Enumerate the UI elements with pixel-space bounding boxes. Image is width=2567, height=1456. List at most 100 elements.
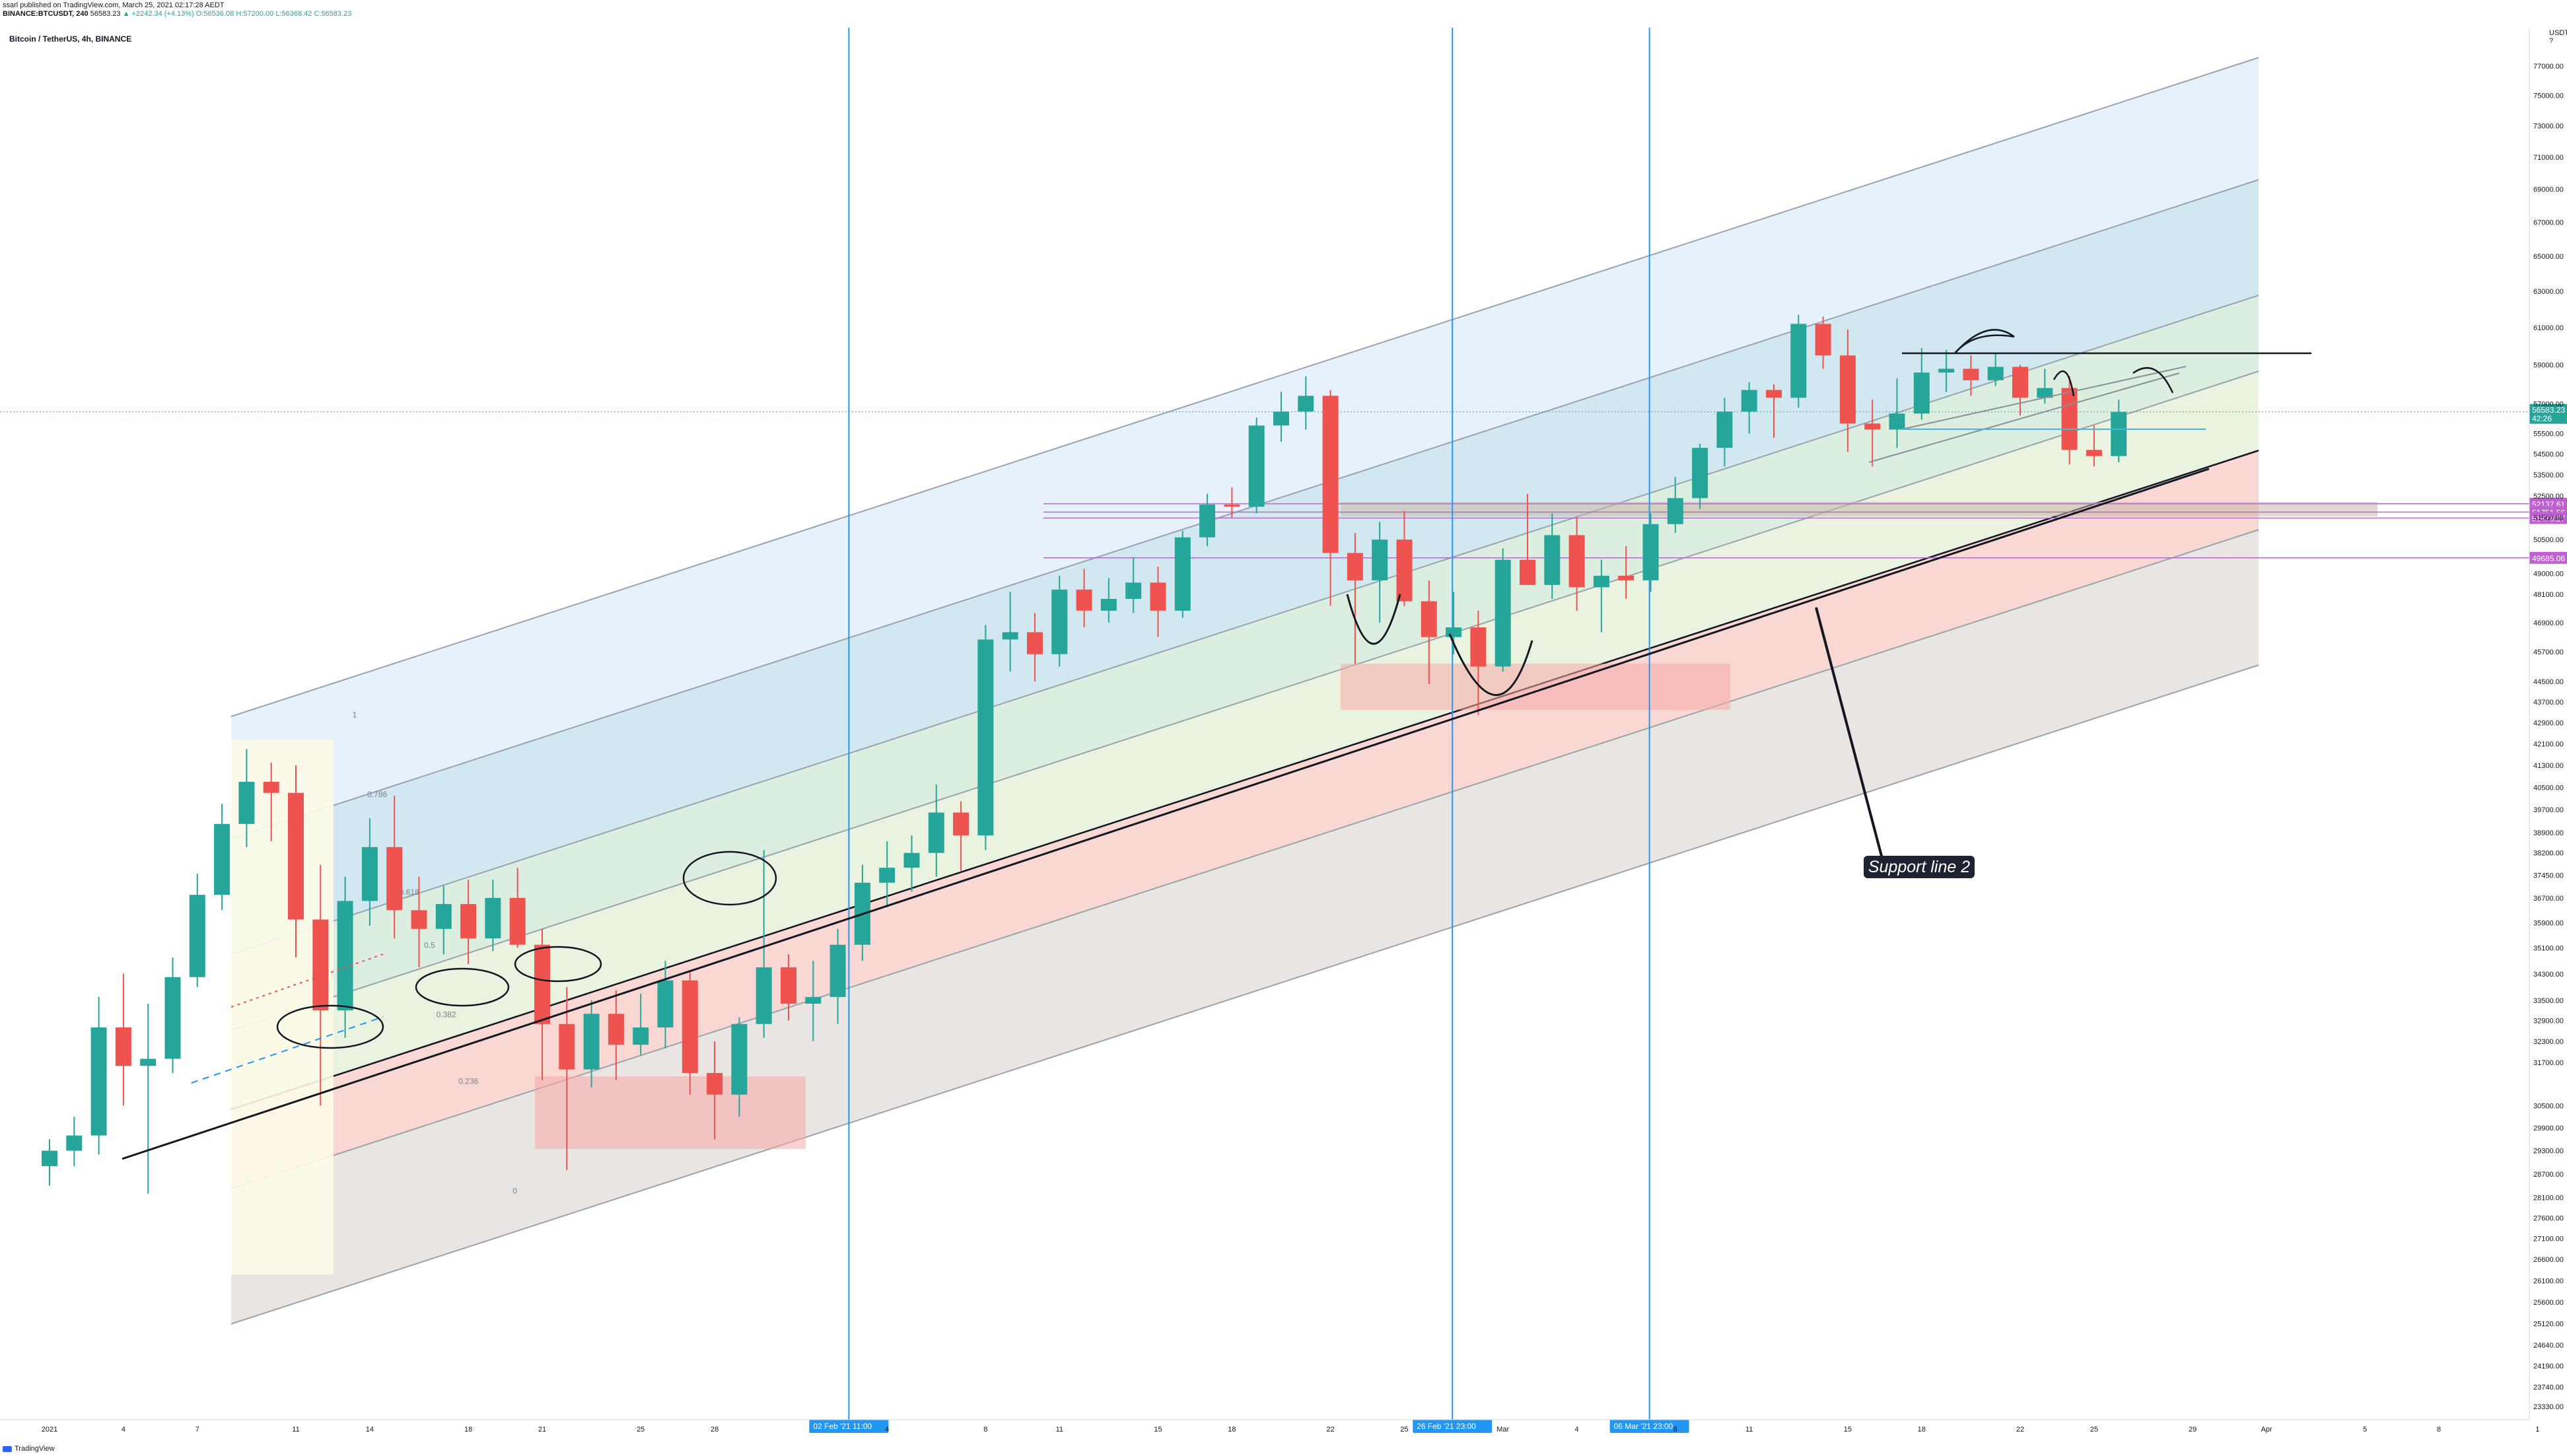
support-line-callout[interactable]: Support line 2: [1864, 856, 1975, 878]
price-tick-label: 27600.00: [2533, 1214, 2564, 1222]
currency-label[interactable]: USDT ?: [2549, 29, 2567, 45]
trend-line[interactable]: [122, 468, 2210, 1160]
vertical-line-tag: [1413, 1420, 1493, 1433]
candle: [140, 1003, 157, 1194]
level-tag: [2529, 551, 2567, 564]
vertical-line-label: 02 Feb '21 11:00: [813, 1422, 872, 1431]
candle-body: [1051, 589, 1068, 654]
candle-body: [1076, 589, 1092, 611]
price-tick-label: 34300.00: [2533, 971, 2564, 979]
candle-body: [977, 639, 994, 836]
highlight-ellipse[interactable]: [514, 946, 602, 983]
fib-label: 0.236: [458, 1076, 478, 1086]
time-tick-label: 25: [1400, 1426, 1408, 1434]
rising-line[interactable]: [1868, 372, 2180, 463]
candle-body: [2061, 388, 2078, 450]
candle-body: [386, 847, 403, 911]
candle: [1273, 392, 1289, 442]
highlight-ellipse[interactable]: [276, 1004, 384, 1049]
candle: [1544, 513, 1561, 600]
highlight-zones[interactable]: [535, 502, 2377, 1149]
time-tick-label: 18: [1918, 1426, 1926, 1434]
candle-body: [1667, 498, 1683, 524]
highlight-ellipse[interactable]: [682, 850, 777, 906]
vertical-lines[interactable]: 02 Feb '21 11:00 26 Feb '21 23:00 06 Mar '…: [809, 28, 1689, 1433]
price-tick-label: 30500.00: [2533, 1102, 2564, 1110]
candle-body: [1372, 539, 1388, 580]
candle: [1963, 355, 1979, 396]
channel-line[interactable]: [230, 179, 2259, 839]
candle: [238, 749, 255, 847]
price-axis[interactable]: 77000.00 75000.00 73000.00 71000.00 69000.00…: [2529, 28, 2564, 1420]
dotted-line[interactable]: [230, 953, 384, 1008]
arc-pattern[interactable]: [2053, 370, 2075, 397]
arc-pattern[interactable]: [1954, 329, 2015, 354]
dashed-line[interactable]: [191, 1016, 384, 1084]
candle-body: [1520, 559, 1535, 585]
channel-line[interactable]: [230, 370, 2259, 1031]
candle-body: [411, 910, 427, 929]
level-tag: [2529, 512, 2567, 524]
vertical-line-tag: [809, 1420, 889, 1433]
candle: [288, 765, 304, 958]
candle: [977, 625, 994, 850]
price-tick-label: 29900.00: [2533, 1125, 2564, 1132]
arc-pattern[interactable]: [2132, 366, 2174, 394]
candle-body: [1347, 553, 1363, 580]
highlight-ellipse[interactable]: [415, 967, 510, 1007]
time-tick-label: 4: [1575, 1426, 1579, 1434]
cup-pattern[interactable]: [1346, 594, 1401, 645]
fib-label: 0.5: [424, 941, 435, 950]
price-tick-label: 23330.00: [2533, 1403, 2564, 1411]
time-tick-label: 22: [1326, 1426, 1334, 1434]
candle-body: [1741, 390, 1757, 412]
time-axis[interactable]: 2021 4 7 11 14 18 21 25 28 4 8 11 15 18 22 25 Mar 4 8 11 15 1…: [0, 1419, 2539, 1434]
candle: [829, 928, 846, 1024]
demand-zone-2[interactable]: [1341, 664, 1730, 710]
time-tick-label: 11: [1745, 1426, 1753, 1434]
horizontal-levels[interactable]: 52137.6151751.5651479.2749685.0656583.23…: [0, 403, 2567, 564]
candle-body: [2086, 450, 2102, 456]
candle-body: [1544, 535, 1561, 585]
callout-pointer[interactable]: [1815, 607, 1883, 859]
candle-body: [1224, 504, 1240, 507]
support-line[interactable]: [230, 450, 2259, 1111]
time-tick-label: 14: [366, 1426, 374, 1434]
symbol-code: BINANCE:BTCUSDT, 240: [3, 9, 88, 18]
current-price-tag[interactable]: [2529, 403, 2567, 424]
time-tick-label: 28: [711, 1426, 719, 1434]
candle-body: [781, 967, 796, 1004]
cup-pattern[interactable]: [1448, 633, 1533, 696]
symbol-title: Bitcoin / TetherUS, 4h, BINANCE: [9, 34, 132, 44]
channel-band: [231, 295, 2259, 1030]
candle-body: [928, 812, 944, 853]
candle-body: [312, 919, 329, 1011]
price-tick-label: 24640.00: [2533, 1342, 2564, 1350]
drawings[interactable]: [122, 329, 2311, 1160]
candle: [2012, 364, 2028, 416]
channel-line[interactable]: [230, 664, 2259, 1325]
current-price-label: 56583.23: [2532, 405, 2565, 415]
candle-body: [1790, 324, 1807, 398]
candle-body: [608, 1014, 624, 1045]
candle-body: [879, 868, 896, 883]
price-tick-label: 39700.00: [2533, 806, 2564, 814]
candle: [1790, 314, 1807, 408]
candle: [485, 880, 501, 952]
candle-body: [1913, 372, 1930, 414]
price-tick-label: 26100.00: [2533, 1277, 2564, 1285]
candle-body: [1642, 524, 1659, 580]
candle-body: [657, 980, 674, 1027]
candle-body: [682, 980, 698, 1073]
footer-brand: TradingView: [3, 1445, 55, 1453]
rising-line[interactable]: [1901, 366, 2187, 430]
resistance-zone[interactable]: [1341, 502, 2377, 516]
demand-zone-1[interactable]: [535, 1076, 806, 1149]
candle: [66, 1117, 83, 1167]
price-tick-label: 28100.00: [2533, 1195, 2564, 1202]
time-tick-label: 22: [2016, 1426, 2024, 1434]
candle-body: [460, 904, 477, 939]
channel-line[interactable]: [230, 57, 2259, 717]
price-tick-label: 53500.00: [2533, 471, 2564, 479]
